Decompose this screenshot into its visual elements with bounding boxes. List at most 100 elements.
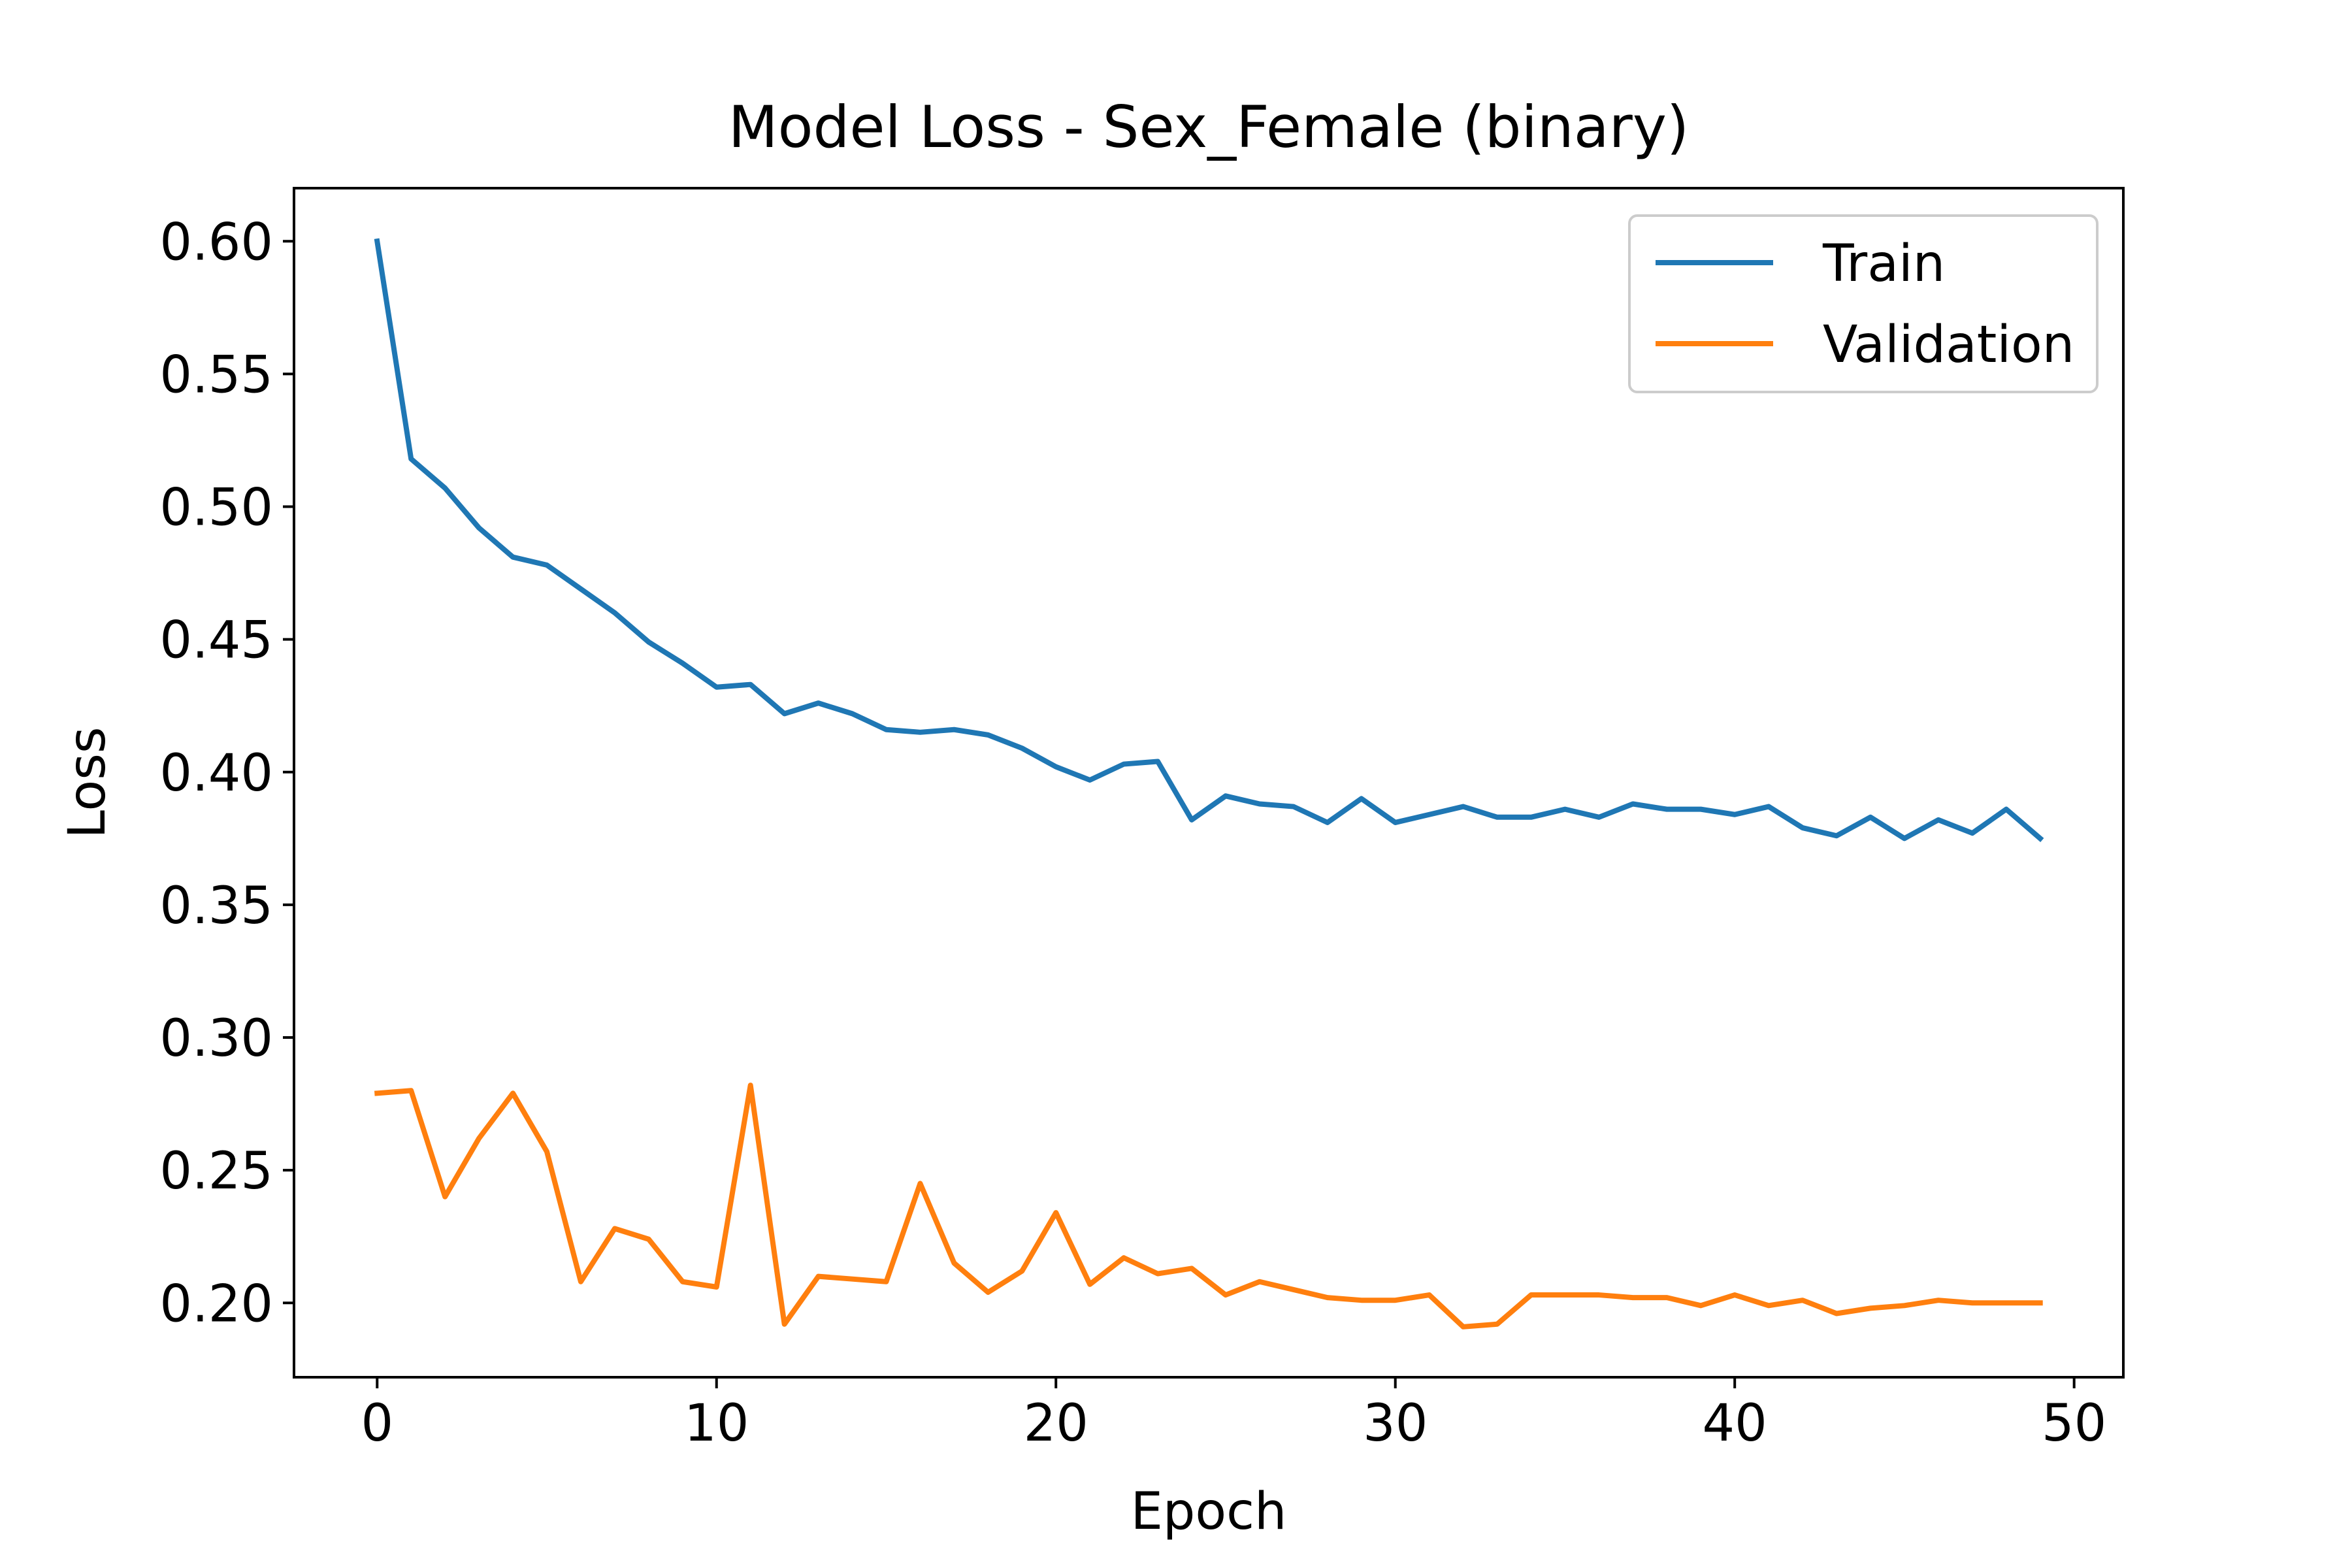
x-tick-label: 50 — [2042, 1394, 2106, 1453]
data-point-train — [1394, 821, 1397, 824]
y-axis-label: Loss — [58, 727, 117, 838]
series-line-train — [374, 238, 2044, 842]
data-point-train — [1937, 819, 1940, 821]
data-point-validation — [1462, 1326, 1465, 1328]
data-point-validation — [444, 1196, 446, 1198]
data-point-train — [1326, 821, 1329, 824]
data-point-train — [1156, 760, 1159, 762]
axes-frame — [293, 187, 2125, 1379]
data-point-validation — [1394, 1299, 1397, 1301]
data-point-train — [1801, 826, 1804, 829]
data-point-validation — [1631, 1296, 1634, 1299]
data-point-train — [885, 728, 887, 731]
legend-box — [1628, 214, 2099, 393]
data-point-validation — [851, 1278, 854, 1281]
data-point-train — [1496, 816, 1499, 819]
data-point-validation — [783, 1323, 786, 1326]
data-point-validation — [410, 1089, 412, 1092]
data-point-validation — [1971, 1301, 1974, 1304]
y-tick-label: 0.50 — [159, 479, 273, 538]
x-tick-label: 10 — [684, 1394, 749, 1453]
data-point-validation — [647, 1238, 650, 1241]
data-point-validation — [1530, 1294, 1533, 1296]
data-point-train — [1767, 806, 1770, 808]
data-point-validation — [1496, 1323, 1499, 1326]
data-point-validation — [749, 1084, 752, 1086]
data-point-validation — [1360, 1299, 1363, 1301]
x-tick-label: 0 — [361, 1394, 393, 1453]
data-point-train — [613, 612, 616, 614]
data-point-train — [1054, 766, 1057, 768]
x-tick-label: 20 — [1024, 1394, 1088, 1453]
data-point-validation — [919, 1182, 921, 1184]
data-point-train — [1224, 794, 1227, 797]
data-point-train — [1428, 813, 1431, 816]
data-point-train — [1462, 806, 1465, 808]
data-point-validation — [376, 1092, 378, 1094]
data-point-validation — [1021, 1270, 1023, 1272]
data-point-validation — [1699, 1304, 1702, 1307]
y-tick-label: 0.20 — [159, 1275, 273, 1333]
data-point-validation — [953, 1262, 955, 1264]
data-point-train — [580, 587, 582, 590]
plot-area — [374, 238, 2044, 1330]
data-point-train — [1088, 779, 1091, 781]
y-tick-label: 0.40 — [159, 744, 273, 803]
data-point-validation — [1156, 1273, 1159, 1275]
legend-label-validation: Validation — [1823, 316, 2074, 374]
data-point-validation — [1937, 1299, 1940, 1301]
data-point-train — [1665, 808, 1668, 811]
y-axis-ticks: 0.20 0.25 0.30 0.35 0.40 0.45 0.50 0.55 0.60 — [159, 213, 294, 1333]
data-point-train — [478, 527, 480, 529]
legend: Train Validation — [1628, 214, 2099, 393]
y-tick-label: 0.35 — [159, 877, 273, 936]
data-point-train — [783, 712, 786, 715]
data-point-validation — [1224, 1294, 1227, 1296]
data-point-train — [681, 662, 684, 664]
data-point-validation — [580, 1281, 582, 1283]
legend-label-train: Train — [1822, 235, 1945, 293]
data-point-validation — [1428, 1294, 1431, 1296]
series-line-validation — [374, 1083, 2043, 1330]
data-point-train — [1903, 837, 1906, 840]
data-point-validation — [1563, 1294, 1566, 1296]
y-tick-label: 0.60 — [159, 213, 273, 272]
data-point-train — [1699, 808, 1702, 811]
data-point-validation — [1869, 1307, 1872, 1309]
data-point-train — [2005, 808, 2008, 811]
data-point-validation — [1122, 1256, 1125, 1259]
data-point-validation — [1292, 1288, 1295, 1291]
y-tick-label: 0.45 — [159, 612, 273, 670]
data-point-train — [546, 564, 548, 566]
x-axis-label: Epoch — [1131, 1482, 1287, 1541]
data-point-train — [1258, 803, 1261, 805]
data-point-train — [953, 728, 955, 731]
data-point-train — [1292, 806, 1295, 808]
data-point-validation — [2005, 1301, 2008, 1304]
data-point-train — [1190, 819, 1193, 821]
data-point-validation — [1733, 1294, 1736, 1296]
data-point-train — [851, 712, 854, 715]
data-point-train — [987, 734, 989, 736]
data-point-validation — [817, 1275, 820, 1278]
data-point-train — [647, 641, 650, 644]
data-point-validation — [546, 1151, 548, 1153]
data-point-train — [1869, 816, 1872, 819]
data-point-train — [1563, 808, 1566, 811]
x-axis-ticks: 0 10 20 30 40 50 — [361, 1377, 2106, 1453]
y-tick-label: 0.25 — [159, 1142, 273, 1201]
data-point-train — [749, 683, 752, 686]
data-point-validation — [2039, 1301, 2042, 1304]
data-point-validation — [885, 1281, 887, 1283]
data-point-train — [1835, 834, 1838, 837]
data-point-train — [1021, 747, 1023, 749]
data-point-validation — [478, 1137, 480, 1139]
data-point-validation — [1054, 1211, 1057, 1214]
data-point-validation — [681, 1281, 684, 1283]
data-point-validation — [1665, 1296, 1668, 1299]
data-point-train — [1597, 816, 1600, 819]
data-point-train — [1360, 797, 1363, 800]
data-point-validation — [512, 1092, 514, 1094]
